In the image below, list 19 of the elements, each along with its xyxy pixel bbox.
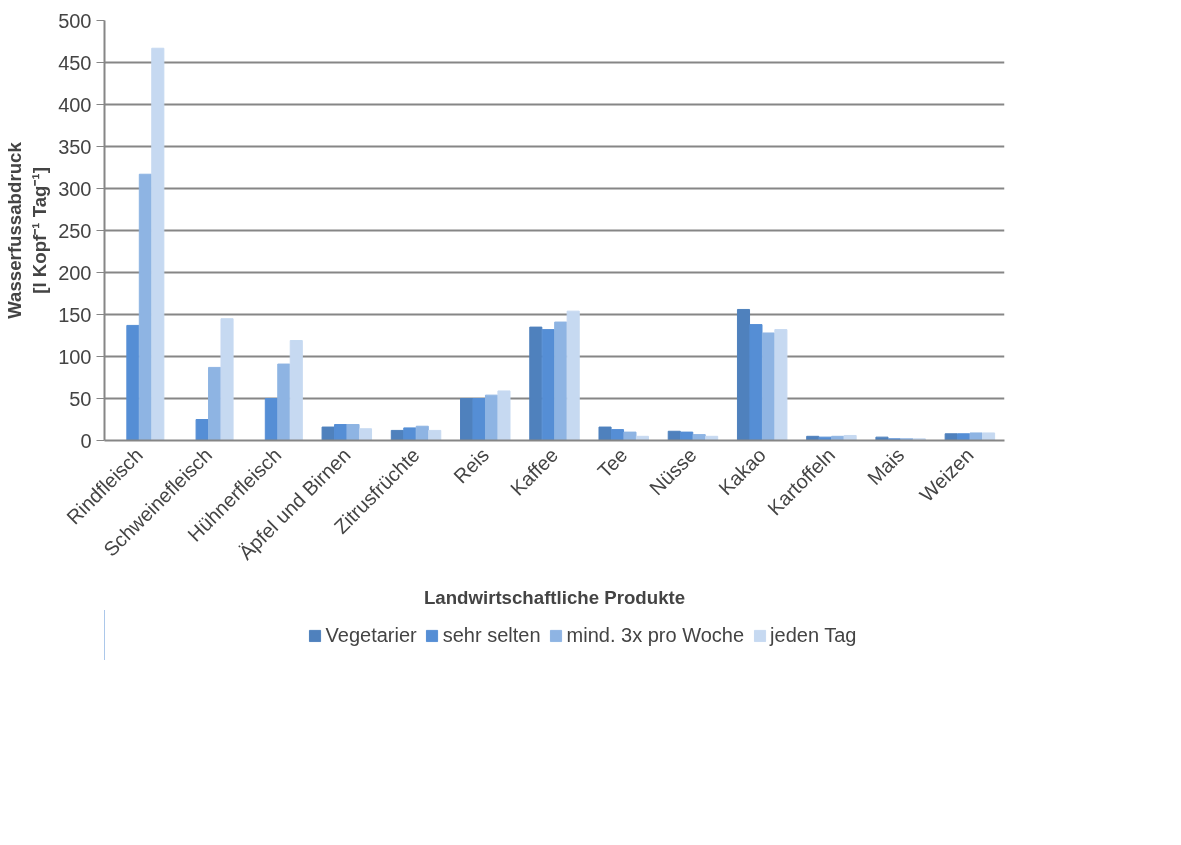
y-tick-label: 50 xyxy=(69,387,92,410)
y-tick-label: 400 xyxy=(58,93,92,116)
y-axis-title: Wasserfussabdruck [l Kopf⁻¹ Tag⁻¹] xyxy=(3,141,51,319)
legend-label: mind. 3x pro Woche xyxy=(566,623,745,647)
legend-label: Vegetarier xyxy=(325,623,417,647)
y-tick-label: 450 xyxy=(58,51,92,74)
y-tick-label: 250 xyxy=(58,219,92,242)
y-tick-label: 500 xyxy=(58,9,92,32)
y-tick-label: 150 xyxy=(58,303,92,326)
legend-label: jeden Tag xyxy=(770,623,857,647)
legend-label: sehr selten xyxy=(442,623,541,647)
y-tick-label: 350 xyxy=(58,135,92,158)
y-tick-label: 300 xyxy=(58,177,92,200)
y-tick-label: 100 xyxy=(58,345,92,368)
y-tick-label: 200 xyxy=(58,261,92,284)
x-tick-label: Reis xyxy=(449,443,494,488)
y-tick-label: 0 xyxy=(80,429,92,452)
x-axis-title: Landwirtschaftliche Produkte xyxy=(423,586,686,608)
x-tick-label: Tee xyxy=(593,443,632,483)
